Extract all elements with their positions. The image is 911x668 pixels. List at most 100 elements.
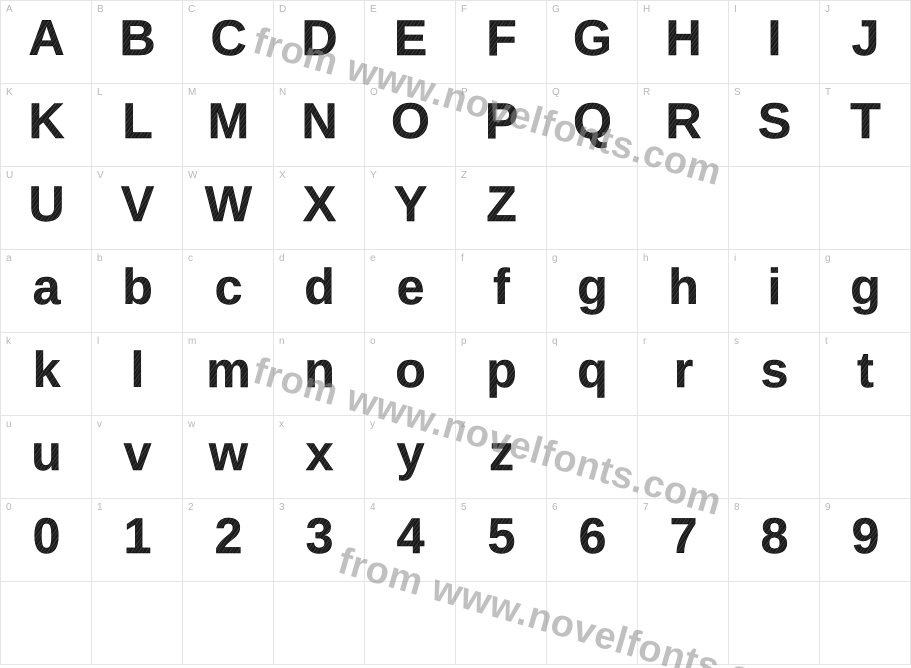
charmap-cell[interactable]: PP xyxy=(456,84,547,167)
charmap-cell[interactable]: mm xyxy=(183,333,274,416)
svg-text:t: t xyxy=(857,342,874,398)
charmap-cell[interactable]: xx xyxy=(274,416,365,499)
charmap-cell[interactable]: RR xyxy=(638,84,729,167)
charmap-cell[interactable]: BB xyxy=(92,1,183,84)
charmap-cell[interactable]: cc xyxy=(183,250,274,333)
charmap-cell[interactable]: AA xyxy=(1,1,92,84)
cell-glyph: t xyxy=(820,337,910,409)
charmap-cell[interactable]: ZZ xyxy=(456,167,547,250)
svg-text:m: m xyxy=(206,342,250,398)
charmap-cell[interactable]: DD xyxy=(274,1,365,84)
svg-text:l: l xyxy=(131,342,145,398)
svg-text:N: N xyxy=(301,93,337,149)
cell-glyph: Z xyxy=(456,171,546,243)
charmap-cell[interactable]: EE xyxy=(365,1,456,84)
charmap-cell[interactable]: II xyxy=(729,1,820,84)
charmap-cell[interactable]: uu xyxy=(1,416,92,499)
charmap-cell[interactable]: aa xyxy=(1,250,92,333)
charmap-cell[interactable]: YY xyxy=(365,167,456,250)
cell-glyph: l xyxy=(92,337,182,409)
charmap-cell[interactable]: OO xyxy=(365,84,456,167)
svg-text:n: n xyxy=(304,342,335,398)
charmap-cell[interactable]: HH xyxy=(638,1,729,84)
charmap-cell[interactable]: nn xyxy=(274,333,365,416)
cell-glyph: Q xyxy=(547,88,637,160)
charmap-cell-empty xyxy=(820,416,911,499)
cell-glyph: a xyxy=(1,254,91,326)
svg-text:s: s xyxy=(761,342,789,398)
svg-text:Q: Q xyxy=(573,93,612,149)
charmap-cell[interactable]: dd xyxy=(274,250,365,333)
charmap-cell[interactable]: gg xyxy=(547,250,638,333)
charmap-cell[interactable]: bb xyxy=(92,250,183,333)
svg-text:x: x xyxy=(306,425,334,481)
cell-glyph: P xyxy=(456,88,546,160)
svg-text:e: e xyxy=(397,259,425,315)
charmap-cell[interactable]: 55 xyxy=(456,499,547,582)
charmap-cell[interactable]: WW xyxy=(183,167,274,250)
cell-glyph: 7 xyxy=(638,503,728,575)
charmap-cell[interactable]: ww xyxy=(183,416,274,499)
svg-text:O: O xyxy=(391,93,430,149)
charmap-cell[interactable]: LL xyxy=(92,84,183,167)
charmap-cell[interactable]: 99 xyxy=(820,499,911,582)
charmap-cell[interactable]: tt xyxy=(820,333,911,416)
charmap-cell[interactable]: NN xyxy=(274,84,365,167)
charmap-cell[interactable]: JJ xyxy=(820,1,911,84)
charmap-cell[interactable]: zz xyxy=(456,416,547,499)
cell-glyph: X xyxy=(274,171,364,243)
charmap-cell[interactable]: UU xyxy=(1,167,92,250)
charmap-cell-empty xyxy=(638,582,729,665)
charmap-cell[interactable]: FF xyxy=(456,1,547,84)
charmap-cell[interactable]: MM xyxy=(183,84,274,167)
svg-text:J: J xyxy=(852,10,880,66)
charmap-cell[interactable]: KK xyxy=(1,84,92,167)
charmap-cell[interactable]: 44 xyxy=(365,499,456,582)
charmap-cell[interactable]: oo xyxy=(365,333,456,416)
svg-text:u: u xyxy=(31,425,62,481)
charmap-cell[interactable]: GG xyxy=(547,1,638,84)
charmap-cell-empty xyxy=(92,582,183,665)
charmap-cell[interactable]: QQ xyxy=(547,84,638,167)
charmap-cell[interactable]: kk xyxy=(1,333,92,416)
cell-glyph: 5 xyxy=(456,503,546,575)
cell-glyph: f xyxy=(456,254,546,326)
charmap-cell[interactable]: SS xyxy=(729,84,820,167)
charmap-cell[interactable]: 22 xyxy=(183,499,274,582)
svg-text:i: i xyxy=(768,259,782,315)
charmap-cell[interactable]: 77 xyxy=(638,499,729,582)
svg-text:9: 9 xyxy=(852,508,880,564)
charmap-cell[interactable]: 33 xyxy=(274,499,365,582)
cell-glyph: 2 xyxy=(183,503,273,575)
charmap-cell[interactable]: 88 xyxy=(729,499,820,582)
charmap-cell[interactable]: ee xyxy=(365,250,456,333)
charmap-cell[interactable]: ll xyxy=(92,333,183,416)
charmap-cell[interactable]: 66 xyxy=(547,499,638,582)
charmap-cell[interactable]: VV xyxy=(92,167,183,250)
charmap-cell[interactable]: qq xyxy=(547,333,638,416)
svg-text:W: W xyxy=(205,176,253,232)
cell-glyph: 6 xyxy=(547,503,637,575)
svg-text:K: K xyxy=(28,93,64,149)
charmap-cell[interactable]: yy xyxy=(365,416,456,499)
charmap-cell[interactable]: vv xyxy=(92,416,183,499)
cell-glyph: A xyxy=(1,5,91,77)
charmap-cell[interactable]: rr xyxy=(638,333,729,416)
charmap-cell[interactable]: gg xyxy=(820,250,911,333)
cell-glyph: e xyxy=(365,254,455,326)
charmap-cell[interactable]: TT xyxy=(820,84,911,167)
cell-glyph: O xyxy=(365,88,455,160)
character-map-grid: AABBCCDDEEFFGGHHIIJJ KKLLMMNNOOPPQQRRSSTT… xyxy=(0,0,911,665)
charmap-cell[interactable]: XX xyxy=(274,167,365,250)
charmap-cell[interactable]: 11 xyxy=(92,499,183,582)
svg-text:h: h xyxy=(668,259,699,315)
charmap-cell[interactable]: ss xyxy=(729,333,820,416)
charmap-cell[interactable]: hh xyxy=(638,250,729,333)
svg-text:8: 8 xyxy=(761,508,789,564)
charmap-cell[interactable]: 00 xyxy=(1,499,92,582)
charmap-cell[interactable]: ii xyxy=(729,250,820,333)
charmap-cell[interactable]: CC xyxy=(183,1,274,84)
charmap-cell[interactable]: ff xyxy=(456,250,547,333)
charmap-cell[interactable]: pp xyxy=(456,333,547,416)
svg-text:v: v xyxy=(124,425,152,481)
